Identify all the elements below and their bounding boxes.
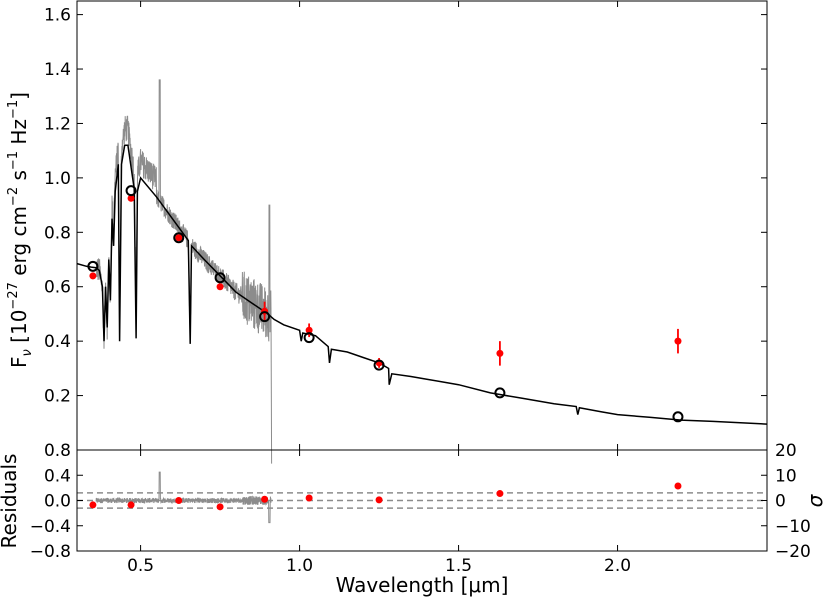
residual-point [216,503,224,511]
flux-y-tick-label: 0.4 [44,332,71,352]
synthetic-point [87,260,99,272]
flux-y-tick-label: 0.8 [44,223,71,243]
residual-y-tick-label: −0.8 [30,542,71,562]
flux-y-tick-label: 1.4 [44,60,71,80]
flux-panel-frame [76,0,768,451]
residual-point [89,501,97,509]
observed-point [305,326,313,334]
residual-axis-ticks: −0.8 −0.4 0.0 0.4 0.8 −20 −10 0 10 20 0.5 1.0 1.5 2.0 [30,441,811,576]
observed-spectrum-line [95,79,273,464]
synthetic-point [214,272,226,284]
observed-point [216,283,224,291]
residuals-panel: −0.8 −0.4 0.0 0.4 0.8 −20 −10 0 10 20 0.5 1.0 1.5 2.0… [0,441,827,597]
sigma-axis-label: σ [803,493,827,507]
residual-point [175,497,183,504]
flux-y-axis-label: Fν [10−27 erg cm−2 s−1 Hz−1] [6,92,35,368]
sigma-tick-label: 10 [775,466,797,486]
flux-panel: 0.2 0.4 0.6 0.8 1.0 1.2 1.4 1.6 Fν [10−27 erg c… [6,0,768,464]
model-spectrum-line [76,144,768,425]
flux-marks [87,185,684,423]
flux-y-tick-label: 1.2 [44,114,71,134]
residual-y-tick-label: 0.0 [44,492,71,512]
synthetic-point [494,387,506,399]
spectral-residuals-line [95,471,272,524]
observed-point [175,234,183,242]
residual-point [375,496,383,504]
flux-axis-ticks: 0.2 0.4 0.6 0.8 1.0 1.2 1.4 1.6 [44,1,767,450]
synthetic-point [373,359,385,371]
sigma-tick-label: −10 [775,517,811,537]
synthetic-point [173,232,185,244]
sigma-tick-label: −20 [775,542,811,562]
observed-point [674,337,682,345]
residual-marks [89,482,682,511]
residuals-y-axis-label: Residuals [0,454,21,549]
residual-point [674,482,682,490]
synthetic-point [672,411,684,423]
sigma-tick-label: 0 [775,492,786,512]
synthetic-point [125,185,137,197]
x-tick-label: 2.0 [604,556,631,576]
residual-y-tick-label: −0.4 [30,517,71,537]
synthetic-point [303,332,315,344]
observed-point [496,349,504,357]
flux-y-tick-label: 0.6 [44,278,71,298]
flux-y-tick-label: 0.2 [44,387,71,407]
residual-point [305,494,313,502]
residual-point [496,490,504,498]
flux-y-tick-label: 1.0 [44,169,71,189]
synthetic-point [259,311,271,323]
x-tick-label: 1.0 [286,556,313,576]
residual-y-tick-label: 0.4 [44,466,71,486]
observed-point [89,272,97,280]
residual-point [261,495,269,503]
residual-y-tick-label: 0.8 [44,441,71,461]
x-axis-label: Wavelength [μm] [336,573,509,597]
x-tick-label: 0.5 [127,556,154,576]
flux-y-tick-label: 1.6 [44,6,71,26]
observed-point [127,194,135,202]
x-tick-label: 1.5 [445,556,472,576]
sigma-tick-label: 20 [775,441,797,461]
residual-point [127,501,135,509]
